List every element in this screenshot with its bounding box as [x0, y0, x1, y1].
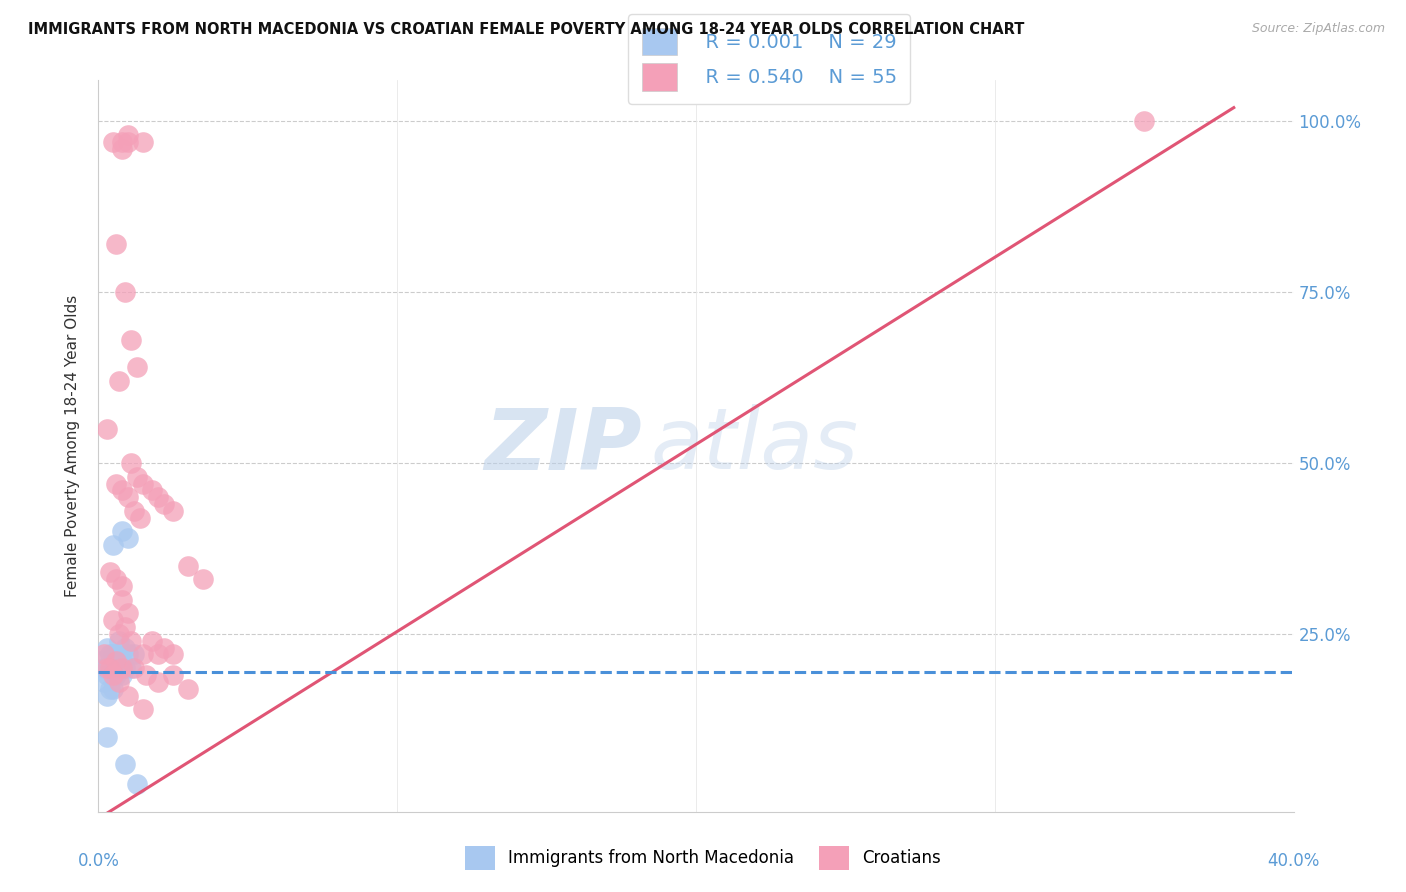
Point	[96, 422, 118, 436]
Y-axis label: Female Poverty Among 18-24 Year Olds: Female Poverty Among 18-24 Year Olds	[65, 295, 80, 597]
Point	[177, 558, 200, 573]
Point	[114, 661, 136, 675]
Point	[120, 456, 142, 470]
Point	[114, 640, 136, 655]
Point	[96, 730, 118, 744]
Point	[1133, 114, 1156, 128]
Point	[96, 689, 118, 703]
Point	[120, 333, 142, 347]
Point	[132, 702, 155, 716]
Point	[129, 510, 152, 524]
Point	[114, 756, 136, 771]
Point	[135, 668, 157, 682]
Point	[117, 531, 139, 545]
Point	[96, 640, 118, 655]
Point	[127, 469, 149, 483]
Point	[124, 504, 146, 518]
Point	[132, 648, 155, 662]
Point	[98, 681, 122, 696]
Point	[148, 490, 170, 504]
Point	[153, 640, 176, 655]
Point	[114, 620, 136, 634]
Point	[105, 648, 128, 662]
Point	[93, 661, 115, 675]
Point	[117, 689, 139, 703]
Point	[111, 654, 134, 668]
Point	[96, 668, 118, 682]
Point	[93, 648, 115, 662]
Point	[117, 128, 139, 142]
Point	[98, 566, 122, 580]
Point	[132, 476, 155, 491]
Point	[114, 285, 136, 300]
Point	[105, 654, 128, 668]
Point	[132, 135, 155, 149]
Point	[124, 648, 146, 662]
Point	[120, 633, 142, 648]
Point	[108, 633, 131, 648]
Point	[93, 674, 115, 689]
Point	[103, 668, 125, 682]
Point	[90, 654, 112, 668]
Point	[191, 572, 214, 586]
Legend: Immigrants from North Macedonia, Croatians: Immigrants from North Macedonia, Croatia…	[458, 839, 948, 877]
Point	[108, 627, 131, 641]
Legend:   R = 0.001    N = 29,   R = 0.540    N = 55: R = 0.001 N = 29, R = 0.540 N = 55	[628, 14, 910, 104]
Point	[105, 654, 128, 668]
Point	[111, 142, 134, 156]
Point	[117, 607, 139, 621]
Point	[124, 661, 146, 675]
Text: ZIP: ZIP	[485, 404, 643, 488]
Point	[111, 668, 134, 682]
Point	[103, 681, 125, 696]
Point	[103, 135, 125, 149]
Point	[103, 613, 125, 627]
Point	[105, 476, 128, 491]
Point	[120, 661, 142, 675]
Point	[127, 360, 149, 375]
Text: IMMIGRANTS FROM NORTH MACEDONIA VS CROATIAN FEMALE POVERTY AMONG 18-24 YEAR OLDS: IMMIGRANTS FROM NORTH MACEDONIA VS CROAT…	[28, 22, 1025, 37]
Point	[162, 648, 184, 662]
Point	[162, 668, 184, 682]
Point	[148, 674, 170, 689]
Point	[103, 648, 125, 662]
Point	[98, 661, 122, 675]
Point	[177, 681, 200, 696]
Point	[105, 668, 128, 682]
Point	[111, 135, 134, 149]
Point	[105, 572, 128, 586]
Text: atlas: atlas	[651, 404, 859, 488]
Point	[141, 483, 163, 498]
Text: 0.0%: 0.0%	[77, 852, 120, 870]
Point	[111, 524, 134, 539]
Point	[153, 497, 176, 511]
Point	[103, 538, 125, 552]
Point	[108, 674, 131, 689]
Point	[141, 633, 163, 648]
Point	[111, 661, 134, 675]
Point	[108, 374, 131, 388]
Point	[111, 483, 134, 498]
Point	[148, 648, 170, 662]
Point	[96, 661, 118, 675]
Point	[162, 504, 184, 518]
Point	[105, 237, 128, 252]
Point	[117, 648, 139, 662]
Point	[98, 661, 122, 675]
Text: Source: ZipAtlas.com: Source: ZipAtlas.com	[1251, 22, 1385, 36]
Point	[117, 135, 139, 149]
Point	[117, 490, 139, 504]
Point	[111, 579, 134, 593]
Text: 40.0%: 40.0%	[1267, 852, 1320, 870]
Point	[108, 661, 131, 675]
Point	[111, 592, 134, 607]
Point	[98, 648, 122, 662]
Point	[127, 777, 149, 791]
